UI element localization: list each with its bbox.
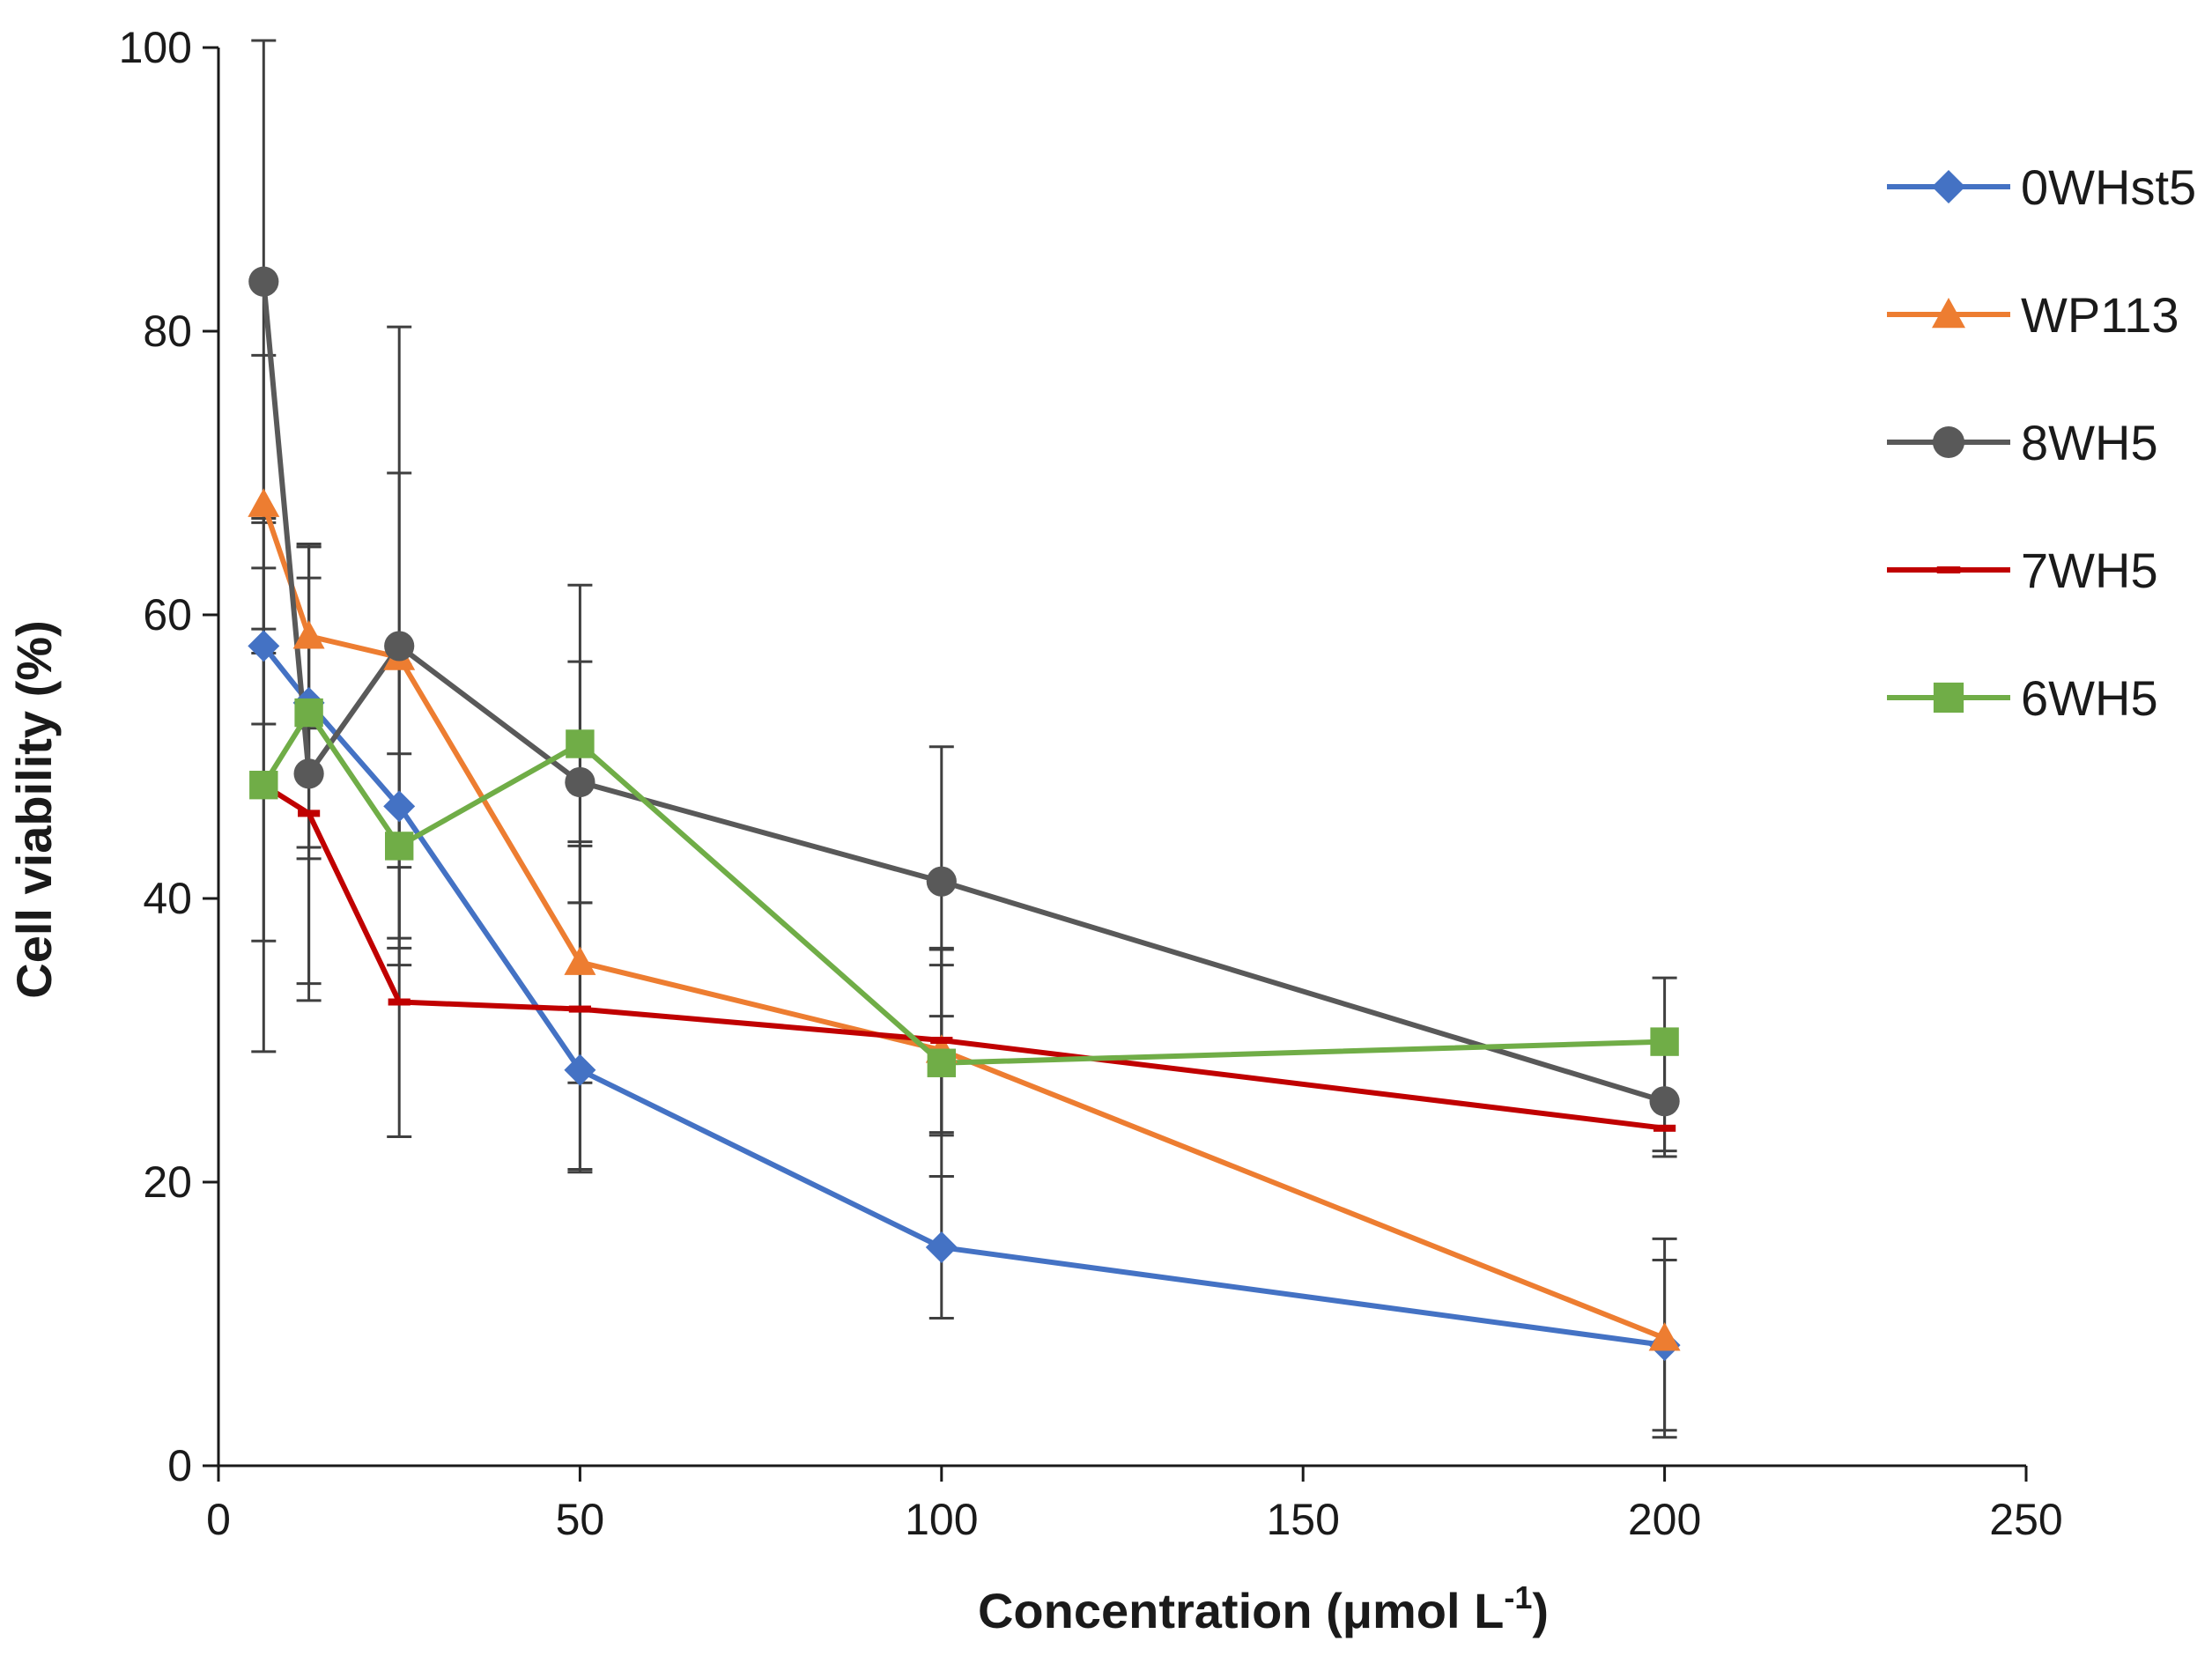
point-0WHst5-4 (925, 1231, 958, 1264)
legend-label-8WH5: 8WH5 (2021, 415, 2158, 470)
point-6WH5-4 (927, 1048, 956, 1077)
x-tick-label-50: 50 (556, 1495, 605, 1544)
series-line-WP113 (261, 503, 1666, 1341)
legend-marker-0WHst5 (1932, 170, 1965, 203)
series-line-7WH5 (262, 782, 1665, 1131)
point-6WH5-0 (249, 771, 278, 800)
point-8WH5-1 (293, 758, 324, 789)
legend: 0WHst5 WP113 8WH5 7WH5 6WH5 (1887, 159, 2196, 726)
x-tick-label-0: 0 (206, 1495, 231, 1544)
series-line-0WHst5 (261, 644, 1666, 1349)
legend-marker-8WH5 (1932, 425, 1965, 459)
series-lines (261, 281, 1666, 1349)
x-axis-title-superscript: -1 (1504, 1579, 1532, 1615)
y-tick-label-0: 0 (167, 1441, 192, 1490)
point-8WH5-4 (926, 866, 957, 897)
legend-label-7WH5: 7WH5 (2021, 543, 2158, 598)
point-0WHst5-2 (383, 790, 416, 823)
series-line-8WH5 (261, 281, 1666, 1105)
point-6WH5-1 (294, 698, 323, 728)
x-axis-title-main: Concentration (μmol L (978, 1583, 1504, 1638)
y-axis-title: Cell viability (%) (6, 620, 62, 998)
point-WP113-5 (1648, 1322, 1681, 1351)
point-WP113-1 (292, 620, 325, 649)
y-tick-label-20: 20 (143, 1157, 192, 1207)
x-ticks: 0 50 100 150 200 250 (206, 1466, 2063, 1544)
point-7WH5-2 (388, 998, 411, 1006)
y-tick-label-60: 60 (143, 590, 192, 639)
point-7WH5-1 (298, 810, 321, 817)
y-tick-label-100: 100 (119, 23, 192, 72)
y-tick-label-40: 40 (143, 874, 192, 923)
point-WP113-3 (564, 946, 596, 975)
y-ticks: 0 20 40 60 80 100 (119, 23, 218, 1490)
series-markers (248, 266, 1681, 1362)
point-0WHst5-3 (564, 1053, 596, 1086)
legend-label-6WH5: 6WH5 (2021, 670, 2158, 726)
point-6WH5-2 (385, 832, 414, 861)
legend-label-WP113: WP113 (2021, 287, 2179, 343)
point-8WH5-2 (384, 631, 415, 662)
point-WP113-0 (248, 488, 280, 517)
point-0WHst5-0 (248, 630, 280, 662)
point-8WH5-0 (248, 266, 279, 297)
legend-marker-6WH5 (1933, 682, 1964, 713)
legend-marker-7WH5 (1936, 566, 1961, 573)
x-tick-label-100: 100 (905, 1495, 978, 1544)
x-axis-title-suffix: ) (1532, 1583, 1549, 1638)
point-6WH5-3 (566, 729, 595, 758)
point-8WH5-3 (565, 766, 596, 798)
y-tick-label-80: 80 (143, 307, 192, 356)
error-bars (251, 39, 1677, 1439)
point-8WH5-5 (1649, 1086, 1680, 1117)
point-6WH5-5 (1650, 1027, 1679, 1056)
legend-label-0WHst5: 0WHst5 (2021, 159, 2196, 215)
point-7WH5-4 (930, 1037, 953, 1044)
legend-marker-WP113 (1932, 298, 1965, 329)
x-tick-label-150: 150 (1266, 1495, 1339, 1544)
x-axis-title: Concentration (μmol L-1) (978, 1579, 1549, 1638)
point-7WH5-5 (1653, 1124, 1676, 1132)
axes (217, 48, 2026, 1467)
x-tick-label-200: 200 (1628, 1495, 1701, 1544)
x-tick-label-250: 250 (1989, 1495, 2062, 1544)
point-7WH5-3 (568, 1005, 591, 1013)
